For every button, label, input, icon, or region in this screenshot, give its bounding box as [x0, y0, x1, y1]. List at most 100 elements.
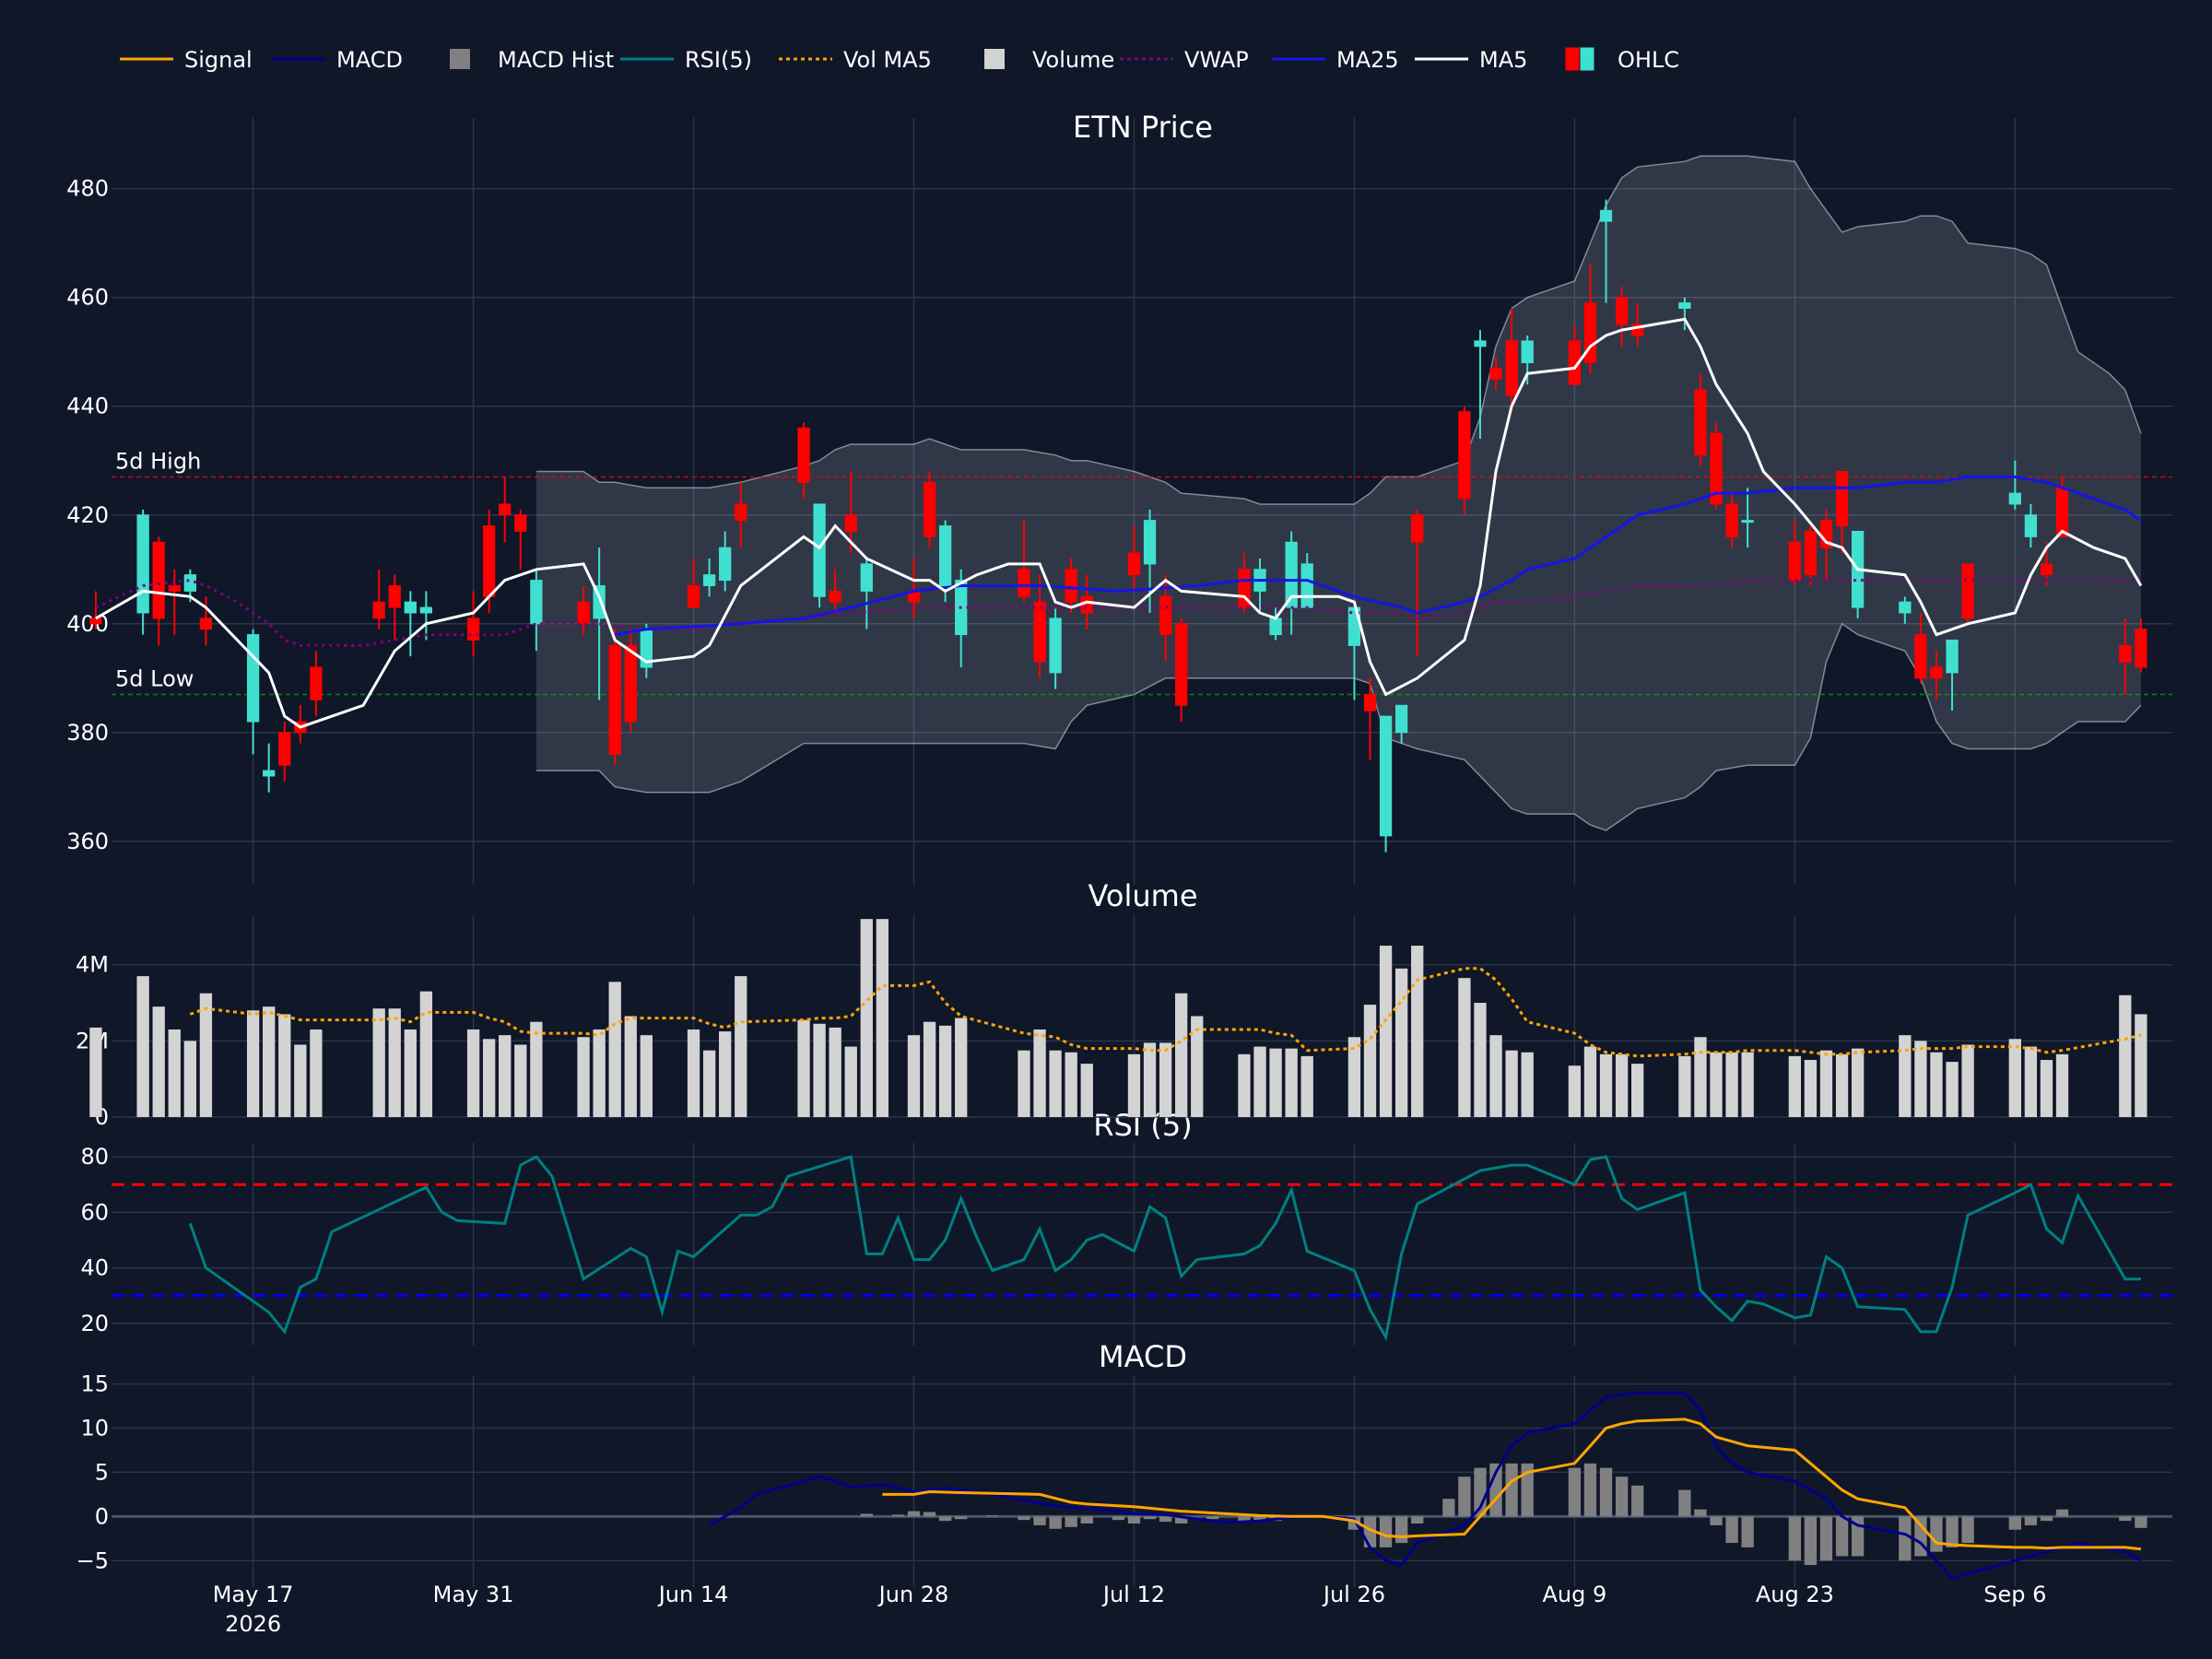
- candle-body: [1175, 623, 1188, 706]
- macd-hist-bar: [1127, 1516, 1141, 1524]
- candle-body: [1474, 340, 1487, 347]
- legend-label: MACD: [336, 47, 403, 73]
- volume-bar: [1253, 1046, 1266, 1117]
- macd-hist-bar: [891, 1514, 905, 1517]
- volume-bar: [1788, 1055, 1802, 1117]
- candle-body: [687, 584, 700, 608]
- volume-bar: [1615, 1053, 1629, 1117]
- volume-bar: [168, 1029, 181, 1117]
- macd-hist-bar: [1018, 1516, 1030, 1521]
- candle-body: [577, 601, 590, 625]
- x-tick-sublabel: 2026: [225, 1611, 281, 1637]
- legend-swatch: [450, 49, 470, 69]
- legend-item: MA25: [1272, 47, 1399, 73]
- price-tick-label: 480: [66, 176, 109, 202]
- volume-bar: [1238, 1053, 1251, 1117]
- macd-hist-bar: [1379, 1516, 1393, 1547]
- candle-body: [89, 618, 102, 625]
- macd-hist-bar: [938, 1516, 952, 1522]
- volume-bar: [1363, 1005, 1377, 1117]
- volume-bar: [246, 1010, 260, 1117]
- candle-body: [419, 606, 433, 614]
- x-tick-label: Jun 28: [877, 1582, 949, 1607]
- volume-bar: [2008, 1039, 2021, 1117]
- macd-hist-bar: [1961, 1516, 1974, 1544]
- legend-label: MA5: [1479, 47, 1527, 73]
- macd-hist-bar: [860, 1513, 873, 1517]
- volume-bar: [593, 1029, 606, 1117]
- volume-tick-label: 4M: [76, 952, 109, 978]
- price-tick-label: 440: [66, 394, 109, 419]
- x-tick-label: Aug 23: [1756, 1582, 1834, 1607]
- candle-body: [844, 514, 857, 532]
- legend-label: Signal: [184, 47, 253, 73]
- volume-bar: [1946, 1062, 1959, 1117]
- candle-body: [860, 563, 873, 592]
- macd-hist-bar: [2135, 1516, 2147, 1528]
- volume-bar: [419, 991, 433, 1117]
- candle-body: [702, 574, 716, 586]
- macd-hist-bar: [1458, 1477, 1471, 1517]
- candle-body: [923, 481, 936, 537]
- candle-body: [938, 525, 952, 586]
- volume-bar: [1159, 1042, 1172, 1117]
- bollinger-lower-line: [535, 622, 2142, 831]
- legend-swatch: [1580, 47, 1594, 71]
- volume-bar: [829, 1027, 841, 1117]
- candle-body: [1159, 595, 1172, 636]
- volume-bar: [955, 1018, 968, 1117]
- volume-bar: [1914, 1041, 1927, 1117]
- candle-body: [1678, 302, 1691, 310]
- volume-bar: [294, 1044, 307, 1117]
- macd-hist-bar: [1112, 1516, 1125, 1521]
- candle-body: [719, 547, 732, 582]
- candle-body: [1914, 634, 1927, 679]
- candle-body: [388, 584, 401, 608]
- candle-body: [735, 503, 747, 522]
- macd-hist-bar: [1175, 1516, 1188, 1524]
- candle-body: [829, 590, 841, 603]
- volume-bar: [1819, 1050, 1833, 1117]
- candle-body: [1899, 601, 1912, 614]
- volume-bar: [1930, 1052, 1943, 1117]
- macd-hist-bar: [1725, 1516, 1738, 1544]
- macd-hist-bar: [1521, 1463, 1534, 1517]
- macd-hist-bar: [1568, 1467, 1582, 1517]
- volume-bar: [907, 1035, 921, 1117]
- volume-bar: [1583, 1046, 1597, 1117]
- volume-bar: [577, 1037, 590, 1117]
- x-tick-label: May 31: [433, 1582, 514, 1607]
- macd-hist-bar: [907, 1511, 921, 1517]
- macd-tick-label: 0: [95, 1503, 109, 1529]
- rsi-tick-label: 20: [80, 1311, 109, 1336]
- macd-hist-bar: [1474, 1467, 1487, 1517]
- level-label: 5d Low: [115, 665, 194, 691]
- candle-body: [1583, 302, 1597, 364]
- volume-bar: [1285, 1048, 1298, 1117]
- macd-hist-bar: [1599, 1467, 1613, 1517]
- volume-bar: [844, 1046, 857, 1117]
- candle-body: [483, 525, 496, 597]
- macd-hist-bar: [1615, 1477, 1629, 1517]
- volume-bar: [1474, 1003, 1487, 1117]
- legend-item: VWAP: [1120, 47, 1249, 73]
- x-tick-label: Jul 26: [1322, 1582, 1385, 1607]
- candle-body: [372, 601, 385, 619]
- macd-hist-bar: [1033, 1516, 1046, 1525]
- volume-bar: [404, 1029, 417, 1117]
- volume-bar: [1300, 1055, 1313, 1117]
- macd-hist-bar: [955, 1516, 968, 1520]
- candle-body: [1394, 704, 1408, 734]
- volume-bar: [89, 1027, 102, 1117]
- legend-item: Signal: [120, 47, 253, 73]
- volume-bar: [1694, 1037, 1707, 1117]
- candle-body: [1804, 530, 1818, 576]
- volume-bar: [1521, 1052, 1534, 1117]
- volume-bar: [797, 1019, 810, 1117]
- volume-bar: [499, 1035, 512, 1117]
- volume-bar: [2040, 1060, 2053, 1117]
- candle-body: [136, 514, 149, 614]
- candle-body: [263, 770, 276, 777]
- volume-bar: [1489, 1035, 1502, 1117]
